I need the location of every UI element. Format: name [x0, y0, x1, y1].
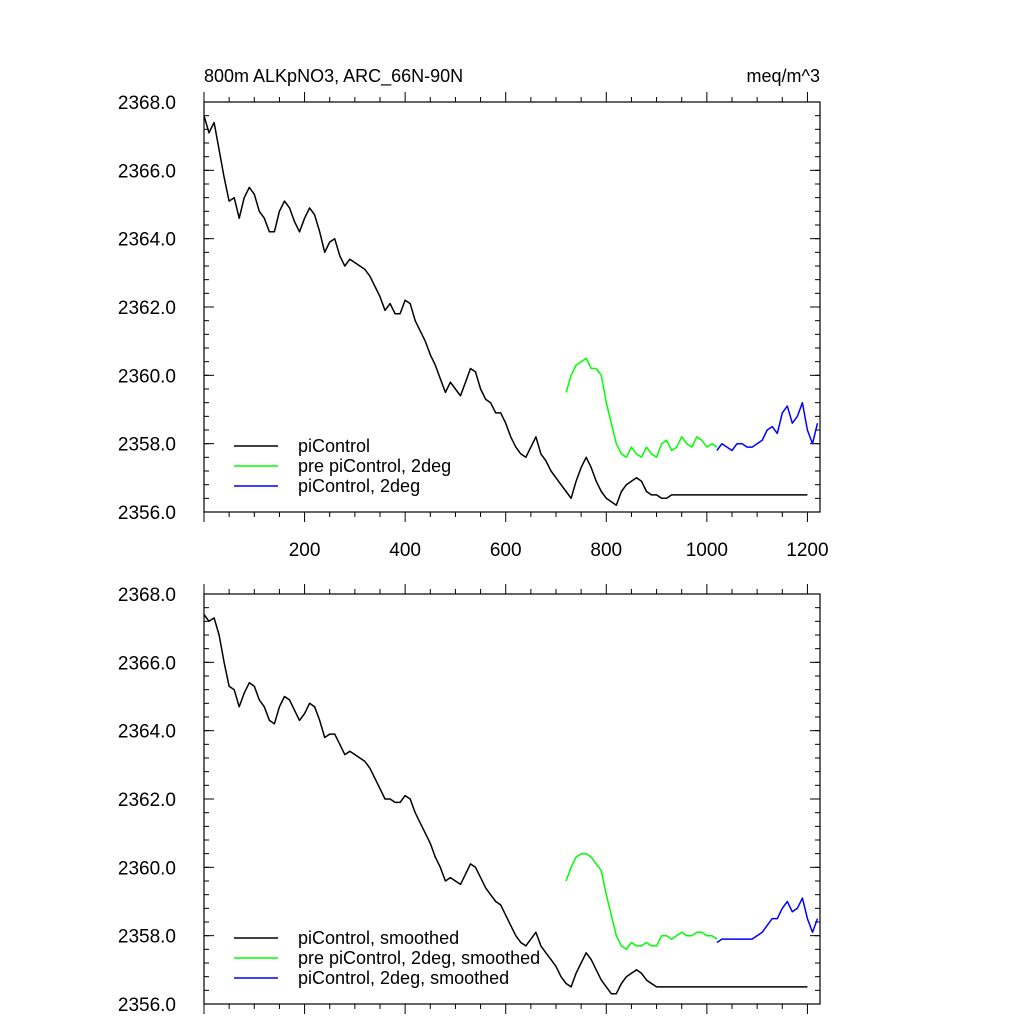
x-tick-label: 600	[490, 540, 522, 561]
y-tick-label: 2368.0	[118, 585, 176, 606]
top-panel: 800m ALKpNO3, ARC_66N-90N meq/m^3 2356.0…	[118, 66, 829, 561]
legend-label: piControl, 2deg, smoothed	[298, 968, 509, 988]
legend-label: piControl, smoothed	[298, 928, 459, 948]
y-tick-label: 2360.0	[118, 858, 176, 879]
x-tick-label: 800	[590, 540, 622, 561]
plot-frame	[203, 593, 821, 1005]
legend-label: piControl	[298, 436, 370, 456]
y-tick-label: 2366.0	[118, 161, 176, 182]
y-tick-label: 2362.0	[118, 790, 176, 811]
y-tick-label: 2356.0	[118, 503, 176, 524]
bottom-panel: 2356.0 2358.0 2360.0 2362.0 2364.0 2366.0 2368…	[118, 584, 821, 1016]
x-tick-label: 400	[389, 540, 421, 561]
y-tick-label: 2366.0	[118, 653, 176, 674]
legend-label: pre piControl, 2deg	[298, 456, 451, 476]
y-tick-label: 2356.0	[118, 995, 176, 1016]
x-tick-label: 1200	[786, 540, 828, 561]
y-tick-label: 2364.0	[118, 722, 176, 743]
y-tick-label: 2362.0	[118, 298, 176, 319]
series-line-picontrol-smoothed	[203, 614, 808, 995]
legend-label: piControl, 2deg	[298, 476, 420, 496]
x-tick-label: 1000	[686, 540, 728, 561]
plot-frame	[203, 101, 821, 513]
series-line-picontrol-2deg-smoothed	[716, 897, 819, 944]
series-line-pre-picontrol-2deg-smoothed	[565, 852, 718, 951]
legend-label: pre piControl, 2deg, smoothed	[298, 948, 540, 968]
series-line-picontrol	[203, 115, 808, 506]
chart-title: 800m ALKpNO3, ARC_66N-90N	[204, 66, 463, 87]
y-tick-label: 2358.0	[118, 435, 176, 456]
units-label: meq/m^3	[747, 66, 820, 86]
series-line-picontrol-2deg	[716, 401, 819, 452]
y-tick-label: 2368.0	[118, 93, 176, 114]
y-tick-label: 2360.0	[118, 366, 176, 387]
x-tick-label: 200	[289, 540, 321, 561]
series-line-pre-picontrol-2deg	[565, 357, 718, 459]
y-tick-label: 2364.0	[118, 230, 176, 251]
y-tick-label: 2358.0	[118, 927, 176, 948]
